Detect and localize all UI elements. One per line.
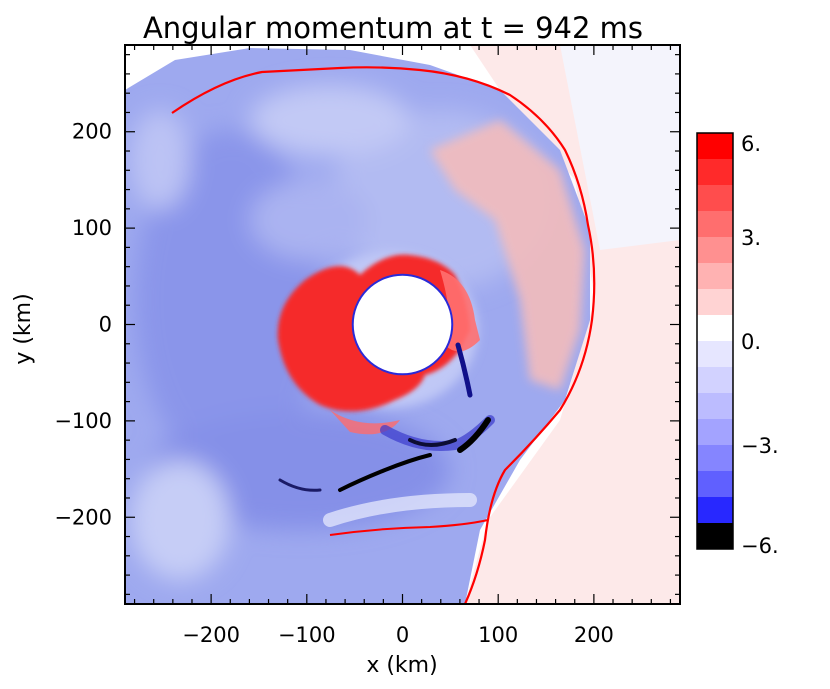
colorbar-swatch [697, 133, 733, 160]
inner-boundary [351, 273, 454, 376]
colorbar-swatch [697, 289, 733, 316]
chart-title: Angular momentum at t = 942 ms [143, 11, 643, 45]
colorbar-tick-label: 6. [741, 132, 761, 156]
colorbar-swatch [697, 341, 733, 368]
x-tick-label: 200 [574, 623, 614, 647]
x-tick-label: −200 [182, 623, 240, 647]
colorbar-tick-label: 0. [741, 330, 761, 354]
colorbar: 6. 3. 0. −3. −6. [696, 132, 779, 558]
colorbar-swatch [697, 211, 733, 238]
colorbar-swatch [697, 263, 733, 290]
colorbar-tick-label: −6. [741, 534, 779, 558]
colorbar-swatch [697, 367, 733, 394]
y-tick-label: −200 [54, 505, 112, 529]
colorbar-frame [696, 132, 734, 550]
plot-axes: −200 −100 0 100 200 −200 −100 0 100 200 [54, 44, 681, 647]
x-tick-label: −100 [278, 623, 336, 647]
colorbar-swatch [697, 159, 733, 186]
y-axis-label: y (km) [11, 293, 36, 364]
colorbar-swatch [697, 315, 733, 342]
x-tick-label: 0 [396, 623, 409, 647]
colorbar-swatch [697, 497, 733, 524]
colorbar-swatch [697, 237, 733, 264]
colorbar-swatch [697, 185, 733, 212]
colorbar-swatch [697, 445, 733, 472]
y-tick-label: 100 [72, 216, 112, 240]
colorbar-swatch [697, 419, 733, 446]
colorbar-tick-label: −3. [741, 434, 779, 458]
colorbar-swatch [697, 471, 733, 498]
x-axis-label: x (km) [366, 653, 437, 678]
colorbar-swatch [697, 523, 733, 550]
colorbar-tick-label: 3. [741, 226, 761, 250]
colorbar-swatch [697, 393, 733, 420]
y-tick-label: 200 [72, 120, 112, 144]
y-tick-label: −100 [54, 409, 112, 433]
x-tick-label: 100 [478, 623, 518, 647]
y-tick-label: 0 [99, 313, 112, 337]
